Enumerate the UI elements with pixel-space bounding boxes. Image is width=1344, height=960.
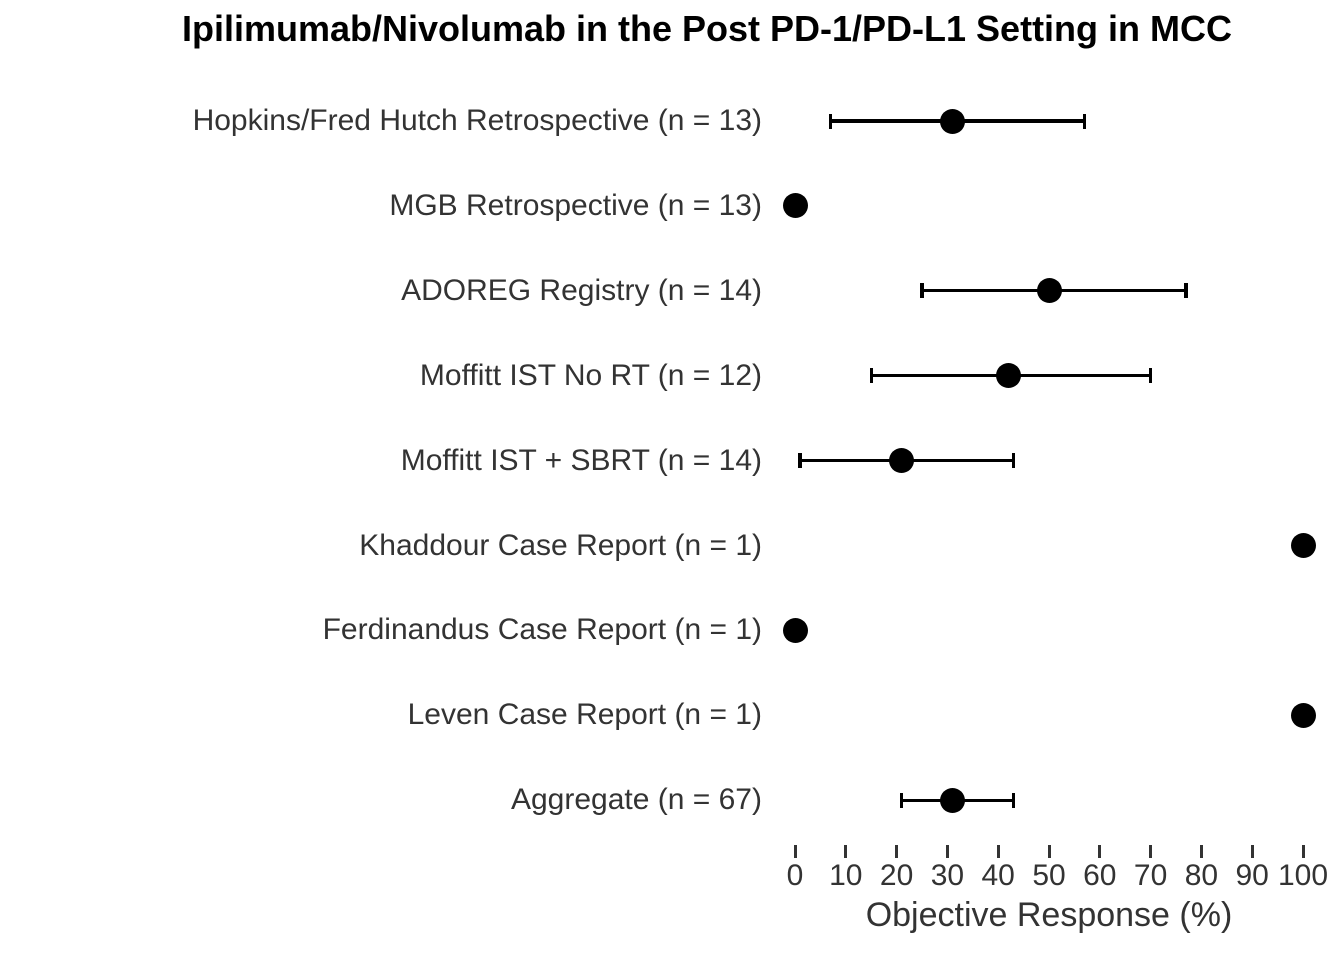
x-tick-label: 60	[1083, 859, 1117, 892]
x-tick	[1199, 845, 1203, 858]
x-tick	[1301, 845, 1305, 858]
study-label: Hopkins/Fred Hutch Retrospective (n = 13…	[192, 104, 762, 137]
x-tick-label: 20	[879, 859, 914, 892]
x-tick	[1149, 845, 1153, 858]
x-tick-label: 50	[1032, 859, 1066, 892]
study-label: Aggregate (n = 67)	[510, 783, 762, 817]
ci-cap-right	[1148, 368, 1153, 384]
study-label: MGB Retrospective (n = 13)	[389, 188, 762, 222]
point-dot	[939, 108, 965, 134]
x-tick	[844, 845, 848, 858]
x-axis-label: Objective Response (%)	[865, 896, 1233, 934]
x-tick-label: 30	[930, 859, 965, 892]
ci-cap-left	[869, 368, 873, 384]
ci-cap-left	[920, 283, 924, 299]
ci-cap-right	[1011, 792, 1016, 808]
x-tick	[1250, 845, 1254, 858]
x-tick-label: 40	[981, 859, 1015, 892]
point-dot	[782, 617, 808, 643]
study-label: Leven Case Report (n = 1)	[407, 698, 762, 732]
ci-cap-right	[1011, 453, 1016, 469]
chart-title: Ipilimumab/Nivolumab in the Post PD-1/PD…	[181, 8, 1233, 49]
point-dot	[1290, 702, 1316, 728]
x-tick-label: 0	[786, 859, 804, 892]
point-dot	[1036, 278, 1062, 304]
x-tick	[1098, 845, 1102, 858]
x-tick-label: 70	[1133, 859, 1168, 892]
study-label: Moffitt IST No RT (n = 12)	[419, 358, 762, 392]
study-label: Ferdinandus Case Report (n = 1)	[322, 613, 762, 647]
ci-cap-left	[828, 113, 833, 129]
point-dot	[995, 363, 1021, 389]
point-dot	[889, 448, 915, 474]
x-tick-label: 10	[829, 859, 863, 892]
x-tick	[793, 845, 797, 858]
x-tick-label: 100	[1277, 859, 1329, 892]
study-label: Moffitt IST + SBRT (n = 14)	[400, 443, 762, 477]
point-dot	[939, 787, 965, 813]
x-tick-label: 80	[1184, 859, 1219, 892]
point-dot	[782, 193, 808, 219]
study-label: Khaddour Case Report (n = 1)	[359, 528, 762, 562]
x-tick-label: 90	[1235, 859, 1269, 892]
x-tick	[895, 845, 899, 858]
x-tick	[1047, 845, 1051, 858]
ci-cap-right	[1184, 283, 1188, 299]
point-dot	[1290, 533, 1316, 558]
ci-cap-left	[899, 792, 904, 808]
ci-cap-left	[798, 453, 802, 469]
study-label: ADOREG Registry (n = 14)	[401, 273, 762, 307]
ci-cap-right	[1082, 113, 1087, 129]
x-tick	[996, 845, 1000, 858]
x-tick	[945, 845, 949, 858]
